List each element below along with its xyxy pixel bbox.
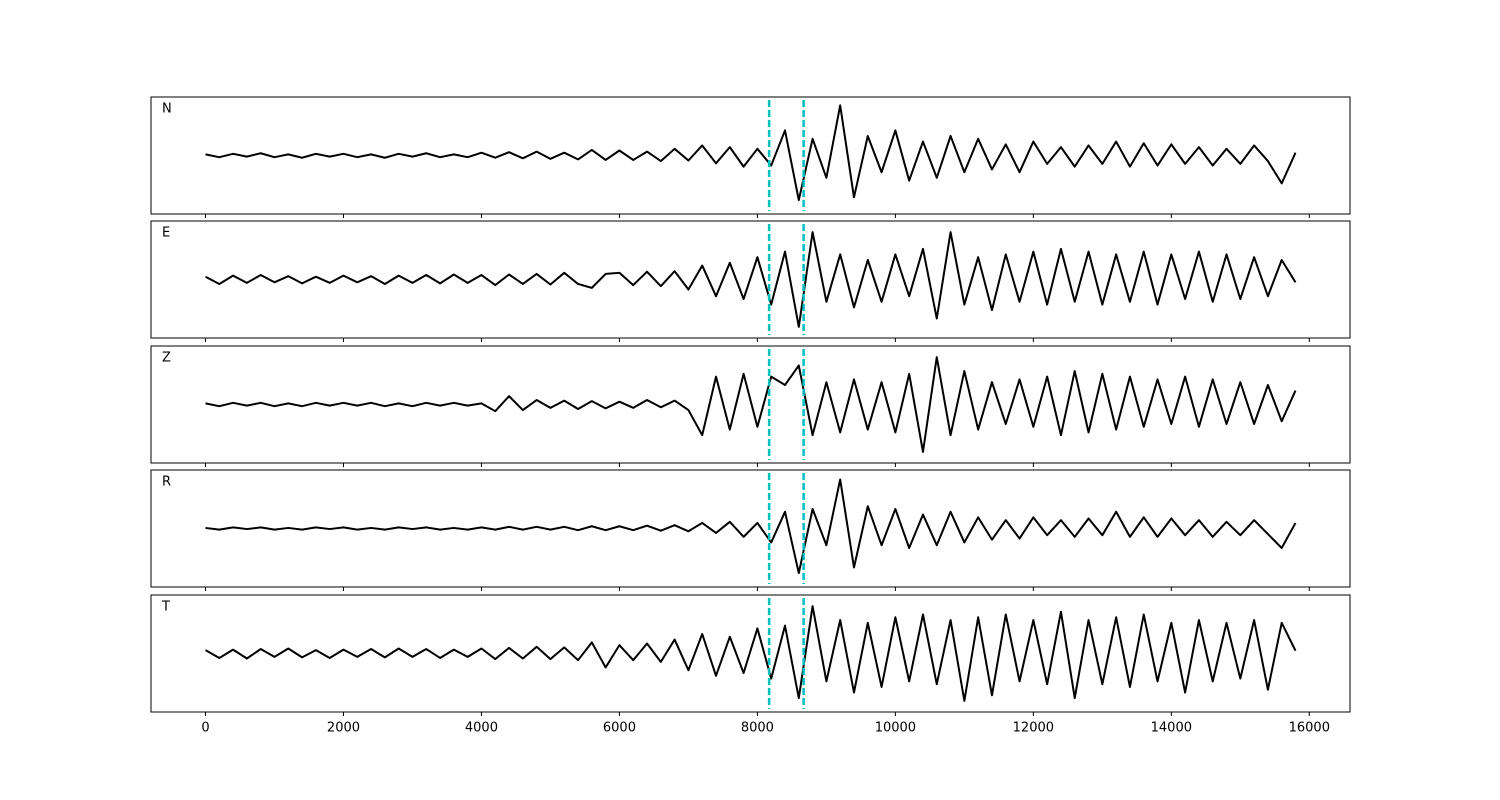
x-tick-label: 0 [201,721,209,736]
panel-frame [150,345,1351,464]
panel-label: Z [162,351,171,366]
trace [205,231,1297,328]
x-tick-label: 8000 [741,721,774,736]
x-tick-label: 4000 [465,721,498,736]
x-tick-label: 10000 [875,721,916,736]
panel-label: E [162,226,170,241]
panel-label: T [161,600,170,615]
trace [205,104,1297,202]
trace [205,356,1297,453]
panel-frame [150,96,1351,215]
panel-frame [150,469,1351,588]
x-tick-label: 2000 [327,721,360,736]
x-tick-label: 12000 [1013,721,1054,736]
x-tick-label: 14000 [1151,721,1192,736]
x-tick-label: 6000 [603,721,636,736]
panel-frame [150,220,1351,339]
trace [205,478,1297,575]
panel-frame [150,594,1351,713]
trace [205,605,1297,702]
x-tick-label: 16000 [1289,721,1330,736]
panel-label: N [162,102,172,117]
panel-label: R [162,475,171,490]
